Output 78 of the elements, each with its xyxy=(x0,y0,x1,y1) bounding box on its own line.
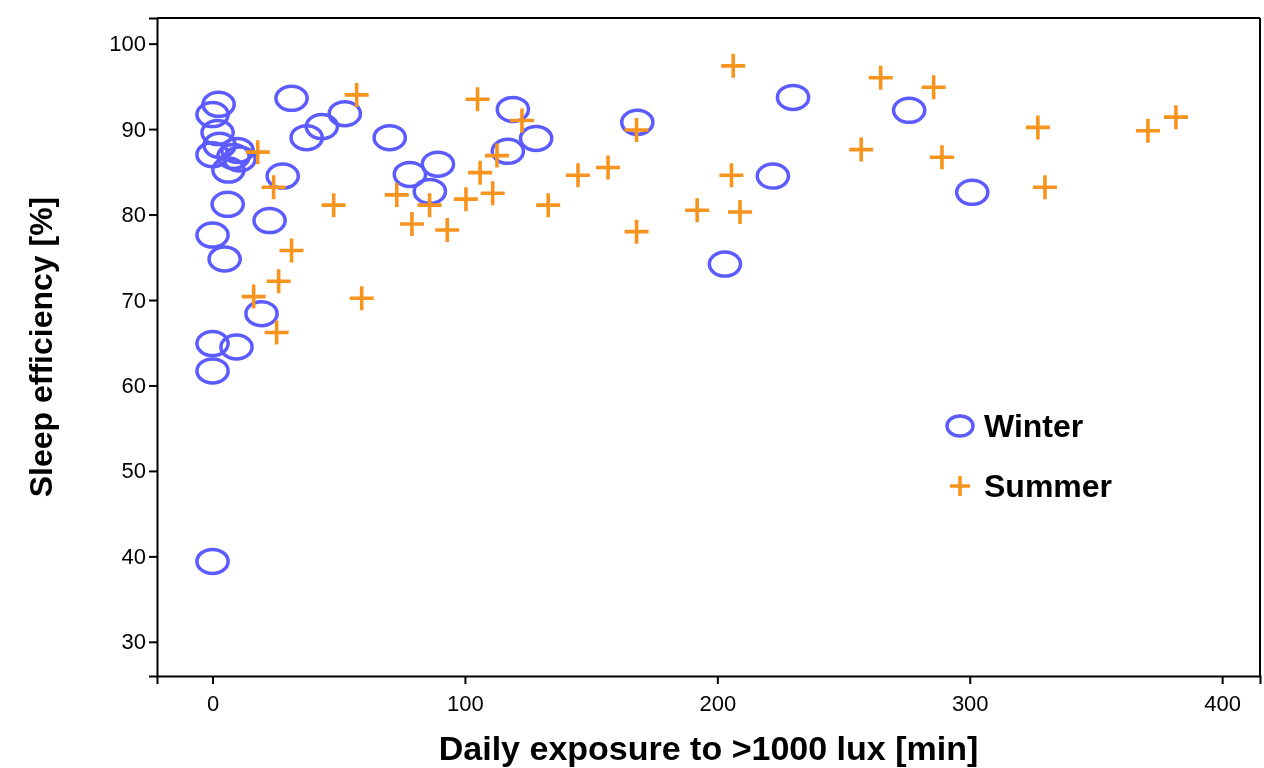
point xyxy=(372,123,408,152)
point xyxy=(244,299,279,328)
point xyxy=(891,96,927,125)
point xyxy=(195,329,230,358)
point xyxy=(384,182,409,207)
y-tick-label: 90 xyxy=(121,116,146,142)
point xyxy=(954,178,990,207)
point xyxy=(719,163,744,188)
point xyxy=(399,211,424,236)
point xyxy=(490,137,526,166)
y-tick-label: 100 xyxy=(109,31,146,57)
y-tick-label: 50 xyxy=(121,458,146,484)
point xyxy=(755,162,791,190)
point xyxy=(929,145,954,170)
point xyxy=(435,217,460,242)
y-tick-label: 60 xyxy=(121,372,146,398)
point xyxy=(321,193,346,218)
point xyxy=(344,82,369,107)
point xyxy=(921,75,946,100)
point xyxy=(619,108,655,136)
point xyxy=(707,250,743,278)
point xyxy=(536,193,561,218)
point xyxy=(195,140,230,169)
point xyxy=(412,177,448,206)
point xyxy=(685,198,710,223)
point xyxy=(207,245,242,273)
y-tick-label: 80 xyxy=(121,202,146,228)
x-axis-title: Daily exposure to >1000 lux [min] xyxy=(438,729,979,767)
point xyxy=(596,155,621,180)
point xyxy=(465,87,490,112)
x-tick-label: 0 xyxy=(206,691,220,717)
point xyxy=(195,221,230,249)
point xyxy=(518,124,554,153)
point xyxy=(775,83,811,112)
y-axis-title: Sleep efficiency [%] xyxy=(23,196,59,498)
point xyxy=(721,53,746,78)
point xyxy=(195,547,230,576)
point xyxy=(392,160,428,189)
legend-label: Summer xyxy=(984,468,1113,505)
point xyxy=(1135,118,1160,143)
point xyxy=(201,90,236,119)
point xyxy=(265,162,301,190)
point xyxy=(211,156,246,184)
point xyxy=(304,112,340,141)
point xyxy=(868,65,893,90)
point xyxy=(349,286,374,311)
point xyxy=(453,187,478,212)
point xyxy=(266,269,291,294)
point xyxy=(420,150,456,178)
point xyxy=(210,190,246,219)
point xyxy=(327,99,363,128)
point xyxy=(195,357,230,385)
point xyxy=(468,160,493,185)
point xyxy=(252,206,287,235)
point xyxy=(480,181,505,206)
y-tick-label: 70 xyxy=(121,287,146,313)
point xyxy=(219,333,254,361)
point xyxy=(289,123,325,152)
point xyxy=(1032,175,1057,200)
point xyxy=(202,131,237,160)
x-tick-label: 100 xyxy=(447,691,484,717)
point xyxy=(417,193,442,218)
legend-label: Winter xyxy=(984,408,1084,445)
point xyxy=(245,140,270,165)
y-tick-label: 40 xyxy=(121,543,146,569)
point xyxy=(200,118,235,147)
x-tick-label: 400 xyxy=(1204,691,1241,717)
point xyxy=(274,84,309,113)
point xyxy=(195,100,230,129)
point xyxy=(566,163,591,188)
point xyxy=(728,199,753,224)
point xyxy=(1163,105,1188,130)
point xyxy=(220,136,255,165)
y-tick-label: 30 xyxy=(121,629,146,655)
x-tick-label: 200 xyxy=(699,691,737,717)
point xyxy=(1025,115,1050,140)
x-tick-label: 300 xyxy=(951,691,989,717)
point xyxy=(849,137,874,162)
